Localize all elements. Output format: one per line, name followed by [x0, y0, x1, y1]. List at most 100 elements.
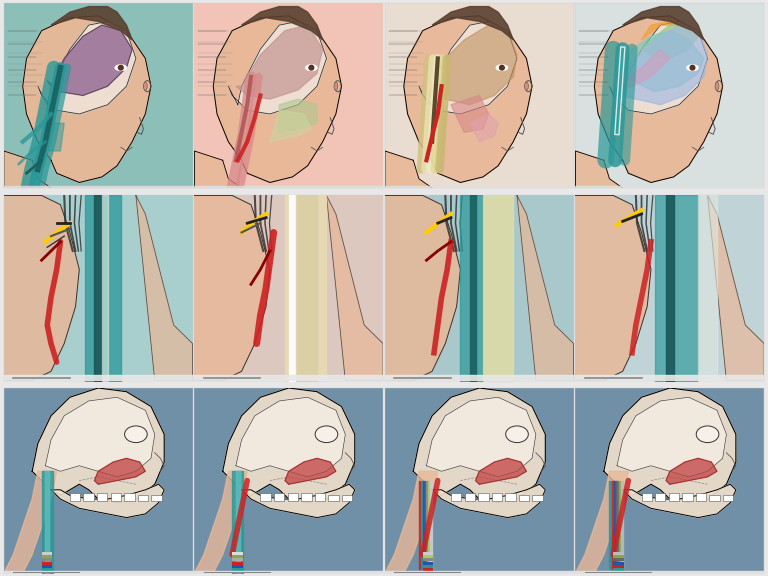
Polygon shape — [385, 195, 460, 381]
Polygon shape — [623, 6, 703, 40]
Bar — [342, 495, 353, 501]
Ellipse shape — [715, 82, 719, 90]
Bar — [232, 562, 243, 564]
Bar — [422, 562, 433, 564]
Bar — [613, 562, 624, 564]
Bar — [41, 569, 52, 571]
Bar — [451, 492, 462, 501]
Polygon shape — [594, 16, 723, 183]
Bar — [710, 495, 720, 501]
Bar — [151, 495, 162, 501]
Bar — [70, 492, 80, 501]
Bar — [232, 552, 243, 555]
Bar — [41, 565, 52, 568]
Bar — [519, 495, 529, 501]
Ellipse shape — [334, 82, 338, 90]
Polygon shape — [4, 186, 193, 191]
Bar — [315, 492, 325, 501]
Polygon shape — [194, 375, 383, 381]
Bar — [422, 552, 433, 555]
Polygon shape — [385, 375, 574, 381]
Ellipse shape — [716, 81, 722, 92]
Bar — [641, 492, 652, 501]
Polygon shape — [575, 186, 764, 191]
Polygon shape — [575, 151, 628, 207]
Polygon shape — [610, 21, 707, 114]
Polygon shape — [432, 6, 513, 40]
Polygon shape — [4, 151, 57, 207]
Polygon shape — [223, 388, 355, 503]
Polygon shape — [575, 195, 651, 381]
Polygon shape — [4, 375, 193, 381]
Ellipse shape — [525, 81, 531, 92]
Polygon shape — [236, 397, 346, 477]
Polygon shape — [214, 16, 342, 183]
Ellipse shape — [144, 82, 147, 90]
Polygon shape — [51, 484, 164, 518]
Polygon shape — [619, 25, 707, 105]
Polygon shape — [4, 195, 79, 381]
Polygon shape — [604, 388, 736, 503]
Bar — [232, 565, 243, 568]
Bar — [422, 569, 433, 571]
Ellipse shape — [697, 426, 719, 442]
Polygon shape — [41, 123, 65, 151]
Ellipse shape — [306, 65, 317, 70]
Polygon shape — [641, 25, 698, 58]
Polygon shape — [426, 397, 536, 477]
Polygon shape — [619, 31, 703, 92]
Polygon shape — [4, 471, 57, 573]
Polygon shape — [623, 484, 736, 518]
Bar — [232, 555, 243, 558]
Bar — [696, 492, 707, 501]
Polygon shape — [413, 388, 545, 503]
Polygon shape — [385, 471, 438, 573]
Ellipse shape — [115, 65, 127, 70]
Bar — [505, 492, 515, 501]
Ellipse shape — [118, 65, 123, 70]
Bar — [137, 495, 148, 501]
Bar — [478, 492, 488, 501]
Polygon shape — [385, 571, 574, 573]
Polygon shape — [194, 186, 383, 191]
Bar — [422, 559, 433, 561]
Ellipse shape — [525, 82, 528, 90]
Bar — [613, 559, 624, 561]
Bar — [124, 492, 134, 501]
Polygon shape — [575, 375, 764, 381]
Polygon shape — [194, 195, 270, 381]
Polygon shape — [575, 571, 764, 573]
Bar — [111, 492, 121, 501]
Bar — [655, 492, 666, 501]
Bar — [422, 555, 433, 558]
Polygon shape — [136, 195, 193, 381]
Bar — [682, 492, 693, 501]
Bar — [532, 495, 543, 501]
Ellipse shape — [499, 65, 505, 70]
Bar — [41, 562, 52, 564]
Bar — [613, 555, 624, 558]
Ellipse shape — [309, 65, 313, 70]
Bar — [422, 565, 433, 568]
Polygon shape — [575, 471, 628, 573]
Bar — [613, 565, 624, 568]
Polygon shape — [404, 16, 532, 183]
Polygon shape — [613, 49, 670, 92]
Polygon shape — [51, 6, 132, 40]
Bar — [613, 552, 624, 555]
Polygon shape — [194, 151, 247, 207]
Ellipse shape — [124, 426, 147, 442]
Bar — [287, 492, 298, 501]
Polygon shape — [194, 571, 383, 573]
Bar — [97, 492, 108, 501]
Polygon shape — [280, 99, 317, 132]
Polygon shape — [23, 16, 151, 183]
Polygon shape — [641, 21, 679, 40]
Polygon shape — [419, 21, 517, 114]
Polygon shape — [228, 21, 326, 114]
Bar — [232, 559, 243, 561]
Ellipse shape — [315, 426, 338, 442]
Bar — [41, 555, 52, 558]
Ellipse shape — [335, 81, 341, 92]
Polygon shape — [475, 458, 526, 484]
